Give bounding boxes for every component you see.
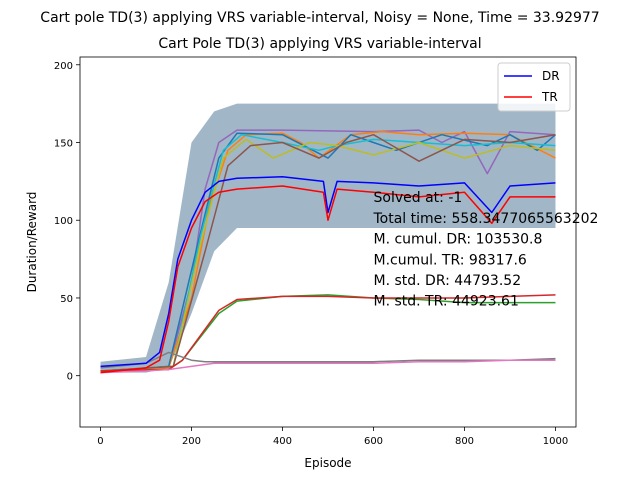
y-tick-label: 150 — [54, 139, 73, 150]
suptitle: Cart pole TD(3) applying VRS variable-in… — [40, 10, 599, 26]
y-axis-label: Duration/Reward — [25, 192, 39, 293]
std-band — [100, 103, 556, 373]
legend-label: DR — [542, 69, 560, 83]
band-layer — [100, 103, 556, 373]
stats-annotation: Solved at: -1 Total time: 558.34770655632… — [373, 190, 599, 310]
annotation-line: M. std. DR: 44793.52 — [374, 273, 522, 289]
series-line-tr — [100, 185, 556, 374]
series-line-3 — [100, 130, 556, 372]
y-tick-label: 0 — [67, 372, 73, 383]
series-line-5 — [100, 133, 556, 372]
axes-frame — [79, 56, 577, 428]
x-tick-label: 1000 — [543, 436, 568, 447]
annotation-line: M. cumul. DR: 103530.8 — [374, 232, 543, 248]
annotation-line: Solved at: -1 — [374, 190, 463, 206]
x-axis-label: Episode — [304, 456, 351, 470]
x-tick-label: 0 — [97, 436, 103, 447]
x-tick-label: 200 — [182, 436, 201, 447]
plot-area — [100, 103, 556, 374]
series-line-10 — [100, 351, 556, 369]
x-tick-label: 400 — [273, 436, 292, 447]
annotation-line: M.cumul. TR: 98317.6 — [374, 252, 527, 268]
series-line-9 — [100, 294, 556, 372]
x-tick-label: 800 — [455, 436, 474, 447]
series-line-4 — [100, 132, 556, 372]
series-line-6 — [100, 138, 556, 372]
series-line-dr — [100, 175, 556, 368]
y-tick-label: 100 — [54, 216, 73, 227]
chart-title: Cart Pole TD(3) applying VRS variable-in… — [158, 36, 481, 52]
y-axis-ticks: 0 50 100 150 200 — [54, 61, 80, 383]
series-line-7 — [100, 133, 556, 372]
legend: DR TR — [497, 62, 571, 112]
legend-label: TR — [541, 90, 558, 104]
y-tick-label: 200 — [54, 61, 73, 72]
annotation-line: Total time: 558.3477065563202 — [373, 211, 599, 227]
y-tick-label: 50 — [60, 294, 73, 305]
series-layer — [100, 129, 556, 374]
annotation-line: M. std. TR: 44923.61 — [374, 294, 519, 310]
x-tick-label: 600 — [364, 436, 383, 447]
legend-box — [497, 62, 571, 112]
x-axis-ticks: 0 200 400 600 800 1000 — [97, 427, 568, 447]
series-line-11 — [100, 359, 556, 374]
